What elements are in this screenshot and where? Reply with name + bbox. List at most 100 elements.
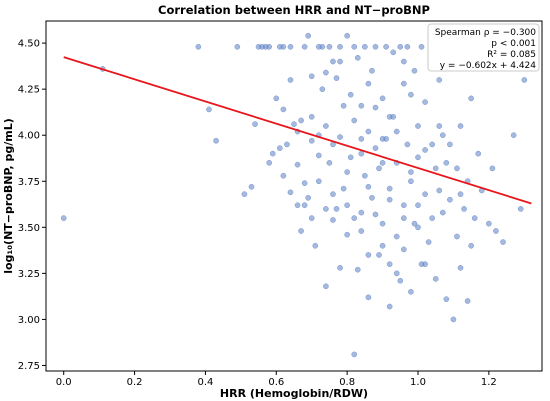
data-point-152: [443, 159, 450, 166]
data-point-90: [415, 154, 421, 161]
data-point-141: [372, 211, 379, 218]
data-point-162: [372, 104, 379, 111]
data-point-64: [369, 194, 375, 201]
y-tick-label-6: 4.25: [18, 85, 40, 96]
data-point-13: [269, 150, 276, 157]
data-point-126: [510, 132, 517, 139]
data-point-65: [372, 145, 379, 151]
data-point-84: [404, 43, 411, 50]
data-point-103: [443, 296, 450, 303]
data-point-102: [439, 132, 446, 139]
plot-frame: [45, 20, 543, 372]
data-point-125: [500, 239, 506, 245]
data-point-132: [400, 215, 407, 221]
regression-layer: [63, 56, 532, 205]
stats-spearman: Spearman ρ = −0.300: [435, 28, 536, 38]
data-point-176: [386, 261, 393, 268]
data-point-159: [266, 159, 273, 166]
data-point-19: [284, 141, 290, 148]
data-point-120: [475, 150, 482, 157]
data-point-30: [308, 73, 315, 80]
data-point-136: [386, 113, 393, 120]
x-axis: 0.0 0.2 0.4 0.6 0.8 1.0 1.2: [56, 371, 497, 388]
data-point-26: [301, 43, 308, 50]
data-point-106: [447, 141, 453, 148]
stats-equation: y = −0.602x + 4.424: [440, 61, 537, 71]
data-point-80: [397, 277, 404, 284]
stats-box-frame: [427, 23, 540, 72]
data-point-145: [294, 161, 301, 168]
data-point-86: [408, 178, 414, 185]
data-point-14: [273, 95, 280, 102]
data-point-54: [351, 43, 358, 50]
data-point-130: [358, 136, 365, 142]
data-point-57: [358, 102, 365, 109]
data-point-3: [206, 106, 212, 113]
data-point-174: [436, 123, 443, 129]
data-point-81: [400, 80, 407, 87]
data-point-38: [323, 123, 329, 129]
data-point-0: [60, 215, 67, 221]
chart-title: Correlation between HRR and NT−proBNP: [158, 3, 430, 17]
data-point-155: [386, 196, 393, 203]
y-tick-label-4: 3.75: [18, 177, 40, 188]
data-point-168: [351, 215, 358, 221]
y-tick-label-7: 4.50: [18, 39, 40, 50]
data-point-46: [337, 43, 343, 50]
data-point-24: [298, 117, 304, 124]
data-point-44: [333, 206, 340, 212]
data-point-7: [248, 183, 255, 190]
data-point-83: [404, 141, 411, 148]
data-point-151: [365, 80, 372, 87]
data-point-53: [351, 351, 358, 358]
data-point-35: [319, 43, 326, 50]
data-point-70: [379, 220, 386, 227]
data-point-21: [287, 189, 294, 196]
data-point-144: [415, 202, 421, 209]
data-point-129: [315, 152, 322, 159]
data-point-51: [347, 91, 354, 98]
x-tick-label-2: 0.4: [197, 377, 213, 388]
stats-p-value: p < 0.001: [491, 39, 536, 49]
data-point-63: [369, 67, 375, 74]
data-point-42: [330, 217, 336, 223]
data-point-135: [365, 183, 372, 190]
data-point-87: [411, 67, 418, 74]
data-point-75: [390, 49, 397, 56]
data-point-12: [266, 43, 273, 50]
data-point-60: [362, 43, 368, 50]
data-point-99: [432, 165, 439, 172]
data-point-85: [408, 288, 414, 295]
data-point-153: [308, 113, 315, 120]
data-point-82: [400, 202, 407, 209]
data-point-36: [319, 86, 326, 93]
data-point-4: [213, 137, 219, 144]
data-point-142: [344, 202, 350, 209]
data-point-73: [386, 303, 393, 310]
data-point-160: [280, 106, 287, 113]
data-point-27: [301, 202, 308, 209]
data-point-124: [493, 228, 499, 234]
stats-r-squared: R² = 0.085: [487, 50, 536, 60]
data-point-69: [379, 95, 386, 102]
data-point-5: [234, 43, 241, 50]
data-point-138: [408, 91, 414, 98]
data-point-45: [337, 134, 343, 140]
data-point-15: [276, 145, 283, 151]
data-point-110: [454, 165, 460, 172]
data-point-113: [461, 206, 467, 212]
data-point-2: [195, 43, 202, 50]
data-point-56: [354, 266, 361, 273]
data-point-118: [468, 95, 474, 102]
data-point-77: [393, 233, 400, 240]
data-point-49: [344, 32, 350, 39]
data-point-173: [400, 58, 407, 65]
data-point-150: [400, 246, 407, 253]
stats-box: Spearman ρ = −0.300 p < 0.001 R² = 0.085…: [427, 23, 540, 72]
data-point-170: [415, 224, 421, 231]
data-point-52: [347, 154, 354, 161]
data-point-39: [326, 43, 333, 50]
data-point-175: [323, 206, 329, 212]
data-point-88: [411, 220, 418, 227]
